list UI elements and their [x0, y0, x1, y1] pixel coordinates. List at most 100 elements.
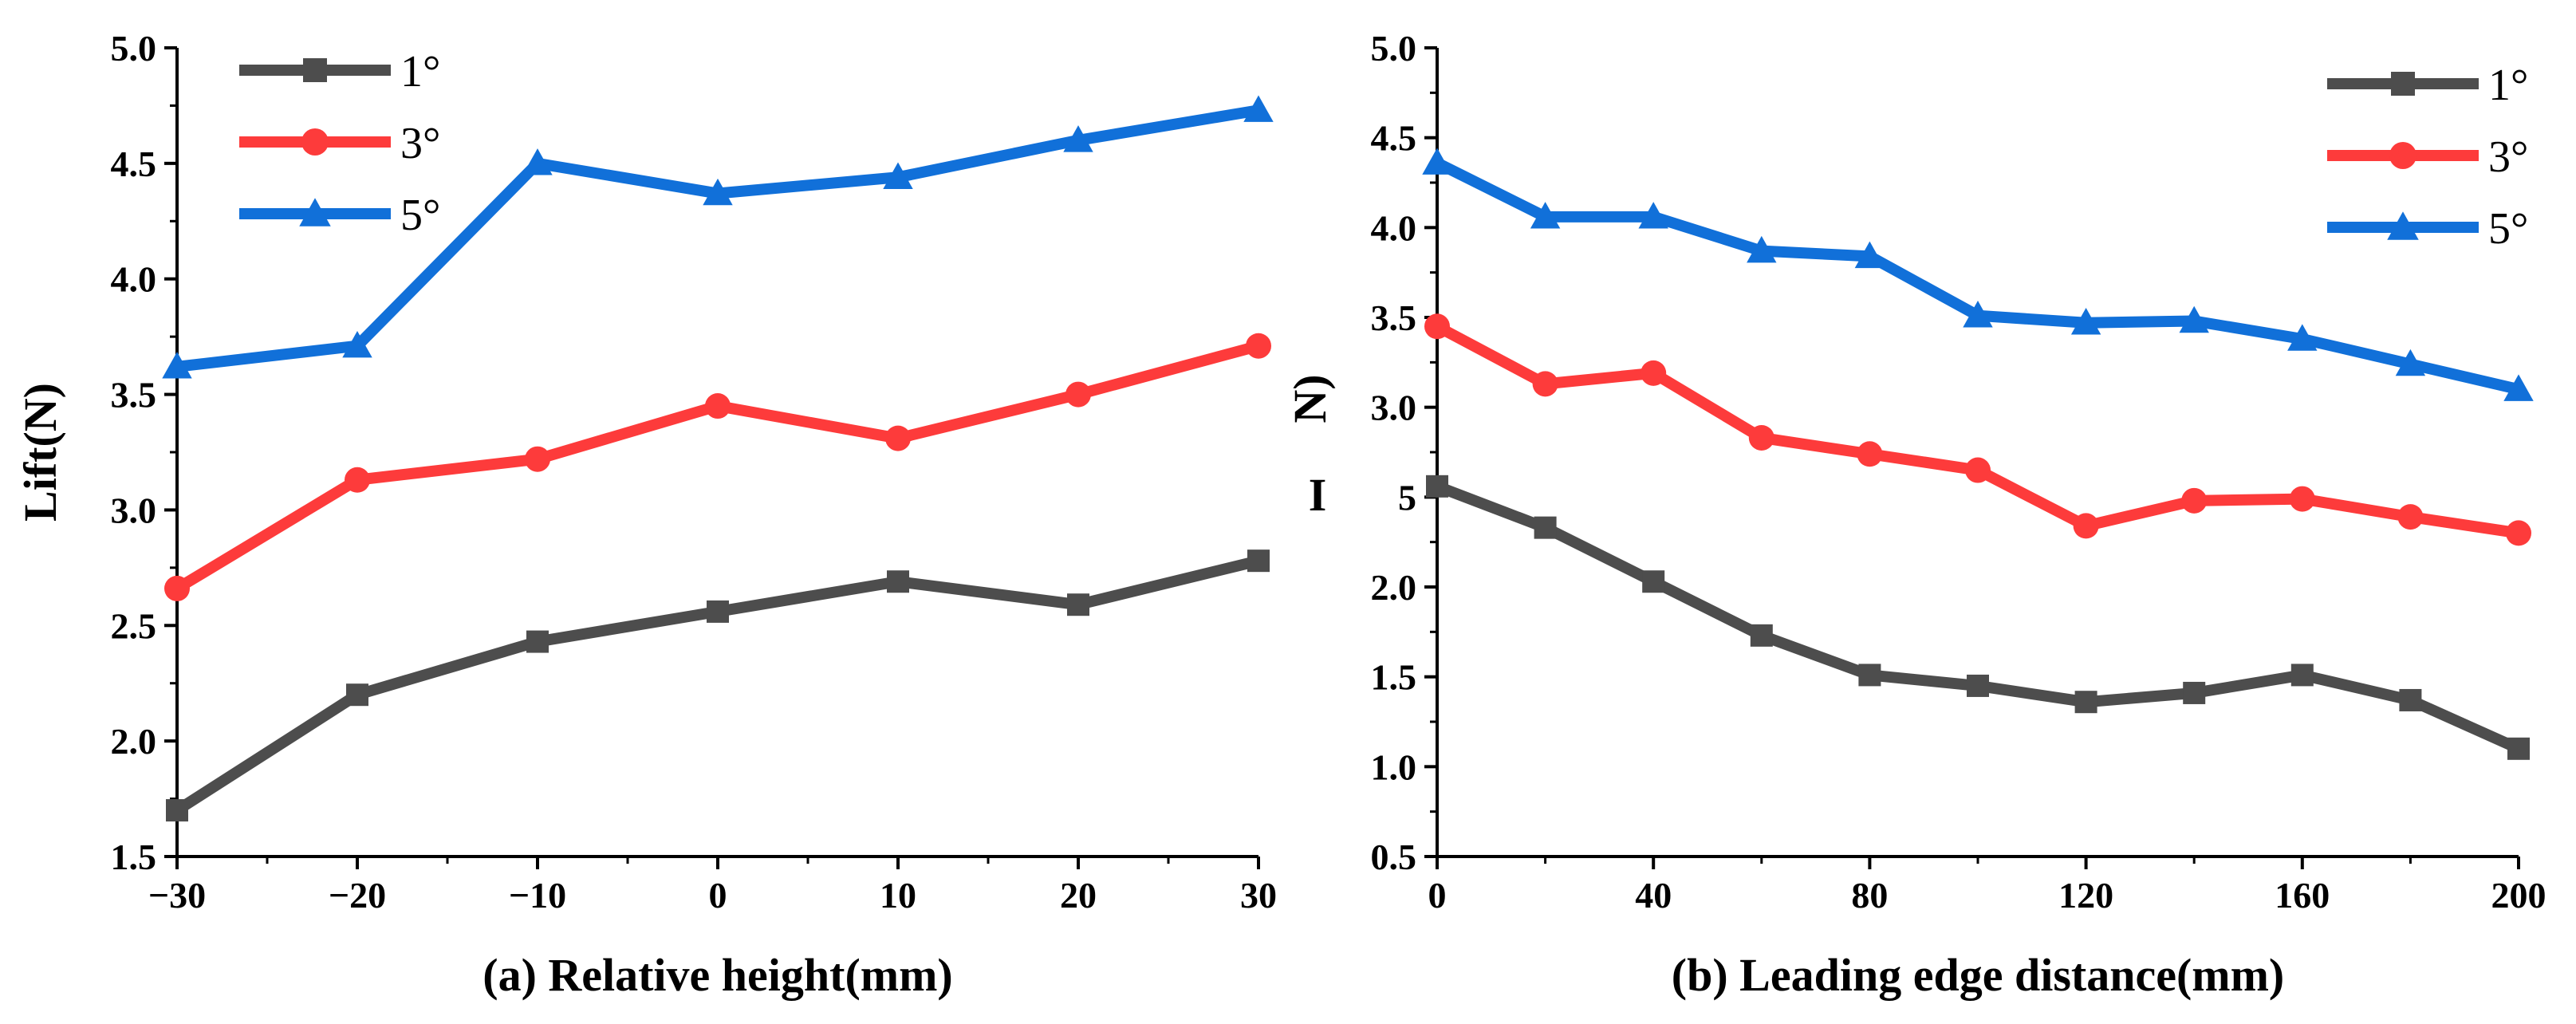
series-2 — [162, 95, 1274, 379]
legend-marker — [303, 58, 327, 82]
data-point — [345, 467, 370, 493]
data-point — [1963, 301, 1993, 328]
x-tick-label: 120 — [2058, 875, 2113, 916]
legend-label: 5° — [2488, 204, 2528, 254]
y-axis-label: Lift(N) — [14, 383, 66, 522]
x-axis-label: (a) Relative height(mm) — [483, 949, 953, 1001]
legend: 1° 3° 5° — [239, 47, 440, 240]
data-point — [2506, 520, 2531, 546]
y-tick-label: 4.0 — [1371, 207, 1417, 248]
x-tick-label: 200 — [2491, 875, 2546, 916]
legend-marker — [2389, 142, 2416, 169]
series-0 — [1426, 475, 2530, 760]
data-point — [2070, 308, 2101, 335]
data-point — [2289, 486, 2315, 512]
legend-label: 5° — [400, 191, 440, 240]
x-axis-label: (b) Leading edge distance(mm) — [1672, 949, 2284, 1001]
legend-label: 1° — [2488, 61, 2528, 110]
series-0 — [166, 549, 1270, 822]
data-point — [1534, 516, 1557, 539]
data-point — [2074, 691, 2097, 714]
data-point — [2183, 681, 2206, 704]
data-point — [1065, 381, 1091, 408]
y-tick-label: 5 — [1398, 477, 1416, 518]
chart-panel-0: 1.5 2.0 2.5 3.0 3.5 4.0 4.5 5.0 −30 −20 −10 0 10 20 30… — [14, 28, 1277, 1001]
series-line — [174, 340, 1260, 593]
y-tick-label: 3.5 — [1371, 297, 1417, 338]
chart-panel-1: 0.5 1.0 1.5 2.0 5 3.0 3.5 4.0 4.5 5.0 0 40 80 120 160 2… — [1284, 28, 2546, 1001]
x-tick-label: −30 — [148, 875, 206, 916]
data-point — [2073, 513, 2099, 539]
data-point — [887, 570, 909, 593]
y-axis-label: N) — [1284, 374, 1336, 423]
data-point — [1747, 235, 1777, 263]
data-point — [703, 178, 733, 206]
data-point — [883, 162, 913, 189]
data-point — [1063, 125, 1093, 152]
series-line — [1434, 321, 2520, 539]
y-tick-label: 1.5 — [111, 837, 157, 877]
data-point — [1426, 475, 1448, 498]
data-point — [166, 799, 188, 822]
y-tick-label: 5.0 — [111, 28, 157, 69]
data-point — [2179, 305, 2209, 333]
y-tick-label: 4.5 — [111, 144, 157, 184]
data-point — [162, 352, 192, 379]
series-line — [176, 104, 1260, 372]
y-tick-label: 4.0 — [111, 259, 157, 300]
data-point — [1965, 457, 1991, 483]
data-point — [1532, 371, 1558, 397]
data-point — [1857, 441, 1883, 467]
legend-marker — [301, 128, 329, 156]
data-point — [1247, 549, 1270, 573]
data-point — [1638, 202, 1668, 229]
x-tick-label: −20 — [329, 875, 386, 916]
data-point — [1858, 664, 1881, 687]
x-tick-label: 10 — [880, 875, 916, 916]
data-point — [885, 425, 911, 451]
data-point — [525, 446, 550, 472]
data-point — [346, 683, 368, 707]
data-point — [2397, 504, 2424, 530]
legend-marker — [2391, 72, 2415, 96]
data-point — [1641, 360, 1667, 386]
data-point — [1424, 313, 1450, 340]
data-point — [707, 600, 729, 623]
data-point — [1967, 674, 1989, 697]
data-point — [705, 393, 731, 419]
x-tick-label: 0 — [1428, 875, 1447, 916]
series-1 — [164, 333, 1271, 601]
y-tick-label: 3.0 — [111, 490, 157, 530]
data-point — [1243, 95, 1274, 122]
data-point — [1067, 593, 1089, 616]
legend-marker — [2387, 211, 2419, 240]
data-point — [2503, 374, 2534, 401]
data-point — [2395, 349, 2426, 376]
y-tick-label: 3.5 — [111, 375, 157, 416]
y-tick-label: 0.5 — [1371, 837, 1417, 877]
data-point — [1750, 624, 1773, 647]
x-tick-label: 40 — [1635, 875, 1672, 916]
data-point — [526, 630, 549, 653]
legend-label: 3° — [400, 119, 440, 168]
y-tick-label: 4.5 — [1371, 118, 1417, 159]
legend: 1° 3° 5° — [2327, 61, 2528, 254]
y-axis-label-fragment: I — [1309, 469, 1327, 521]
y-tick-label: 5.0 — [1371, 28, 1417, 69]
x-tick-label: 0 — [709, 875, 727, 916]
x-tick-label: 20 — [1060, 875, 1097, 916]
y-tick-label: 3.0 — [1371, 388, 1417, 428]
data-point — [1642, 570, 1665, 593]
data-point — [2287, 324, 2318, 351]
series-line — [174, 555, 1260, 815]
x-tick-label: 80 — [1851, 875, 1888, 916]
data-point — [2181, 487, 2208, 514]
series-line — [1434, 157, 2520, 395]
data-point — [2290, 664, 2314, 687]
series-1 — [1424, 313, 2531, 546]
data-point — [1246, 333, 1271, 359]
series-2 — [1422, 148, 2534, 401]
legend-label: 1° — [400, 47, 440, 96]
data-point — [1854, 241, 1885, 269]
